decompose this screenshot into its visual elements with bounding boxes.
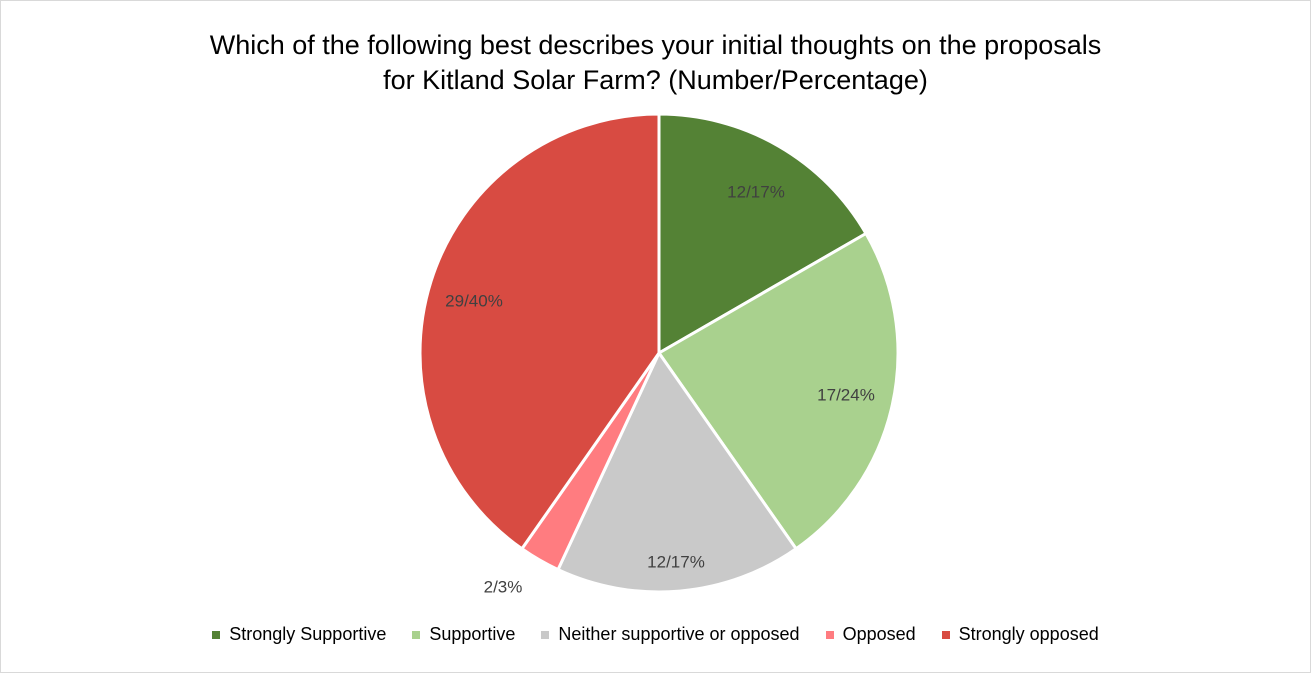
pie-slice-strongly-supportive — [657, 112, 868, 355]
legend-swatch — [825, 630, 834, 639]
pie-slice-supportive — [657, 232, 900, 551]
chart-title-line-2: for Kitland Solar Farm? (Number/Percenta… — [383, 65, 928, 95]
chart-legend: Strongly Supportive Supportive Neither sup… — [0, 624, 1311, 645]
legend-label: Strongly opposed — [958, 624, 1099, 644]
legend-swatch — [541, 630, 550, 639]
legend-label: Opposed — [842, 624, 916, 644]
legend-swatch — [212, 630, 221, 639]
legend-swatch — [941, 630, 950, 639]
pie-slice-strongly-opposed — [418, 112, 661, 551]
legend-swatch — [412, 630, 421, 639]
legend-label: Neither supportive or opposed — [558, 624, 800, 644]
data-label-neither-supportive-or-opposed: 12/17% — [647, 552, 705, 571]
legend-label: Strongly Supportive — [229, 624, 387, 644]
legend-label: Supportive — [429, 624, 516, 644]
legend-item-neither-supportive-or-opposed: Neither supportive or opposed — [541, 624, 800, 645]
data-label-strongly-supportive: 12/17% — [727, 182, 785, 201]
legend-item-strongly-opposed: Strongly opposed — [941, 624, 1099, 645]
legend-item-opposed: Opposed — [825, 624, 916, 645]
chart-title-line-1: Which of the following best describes yo… — [209, 30, 1102, 60]
legend-item-strongly-supportive: Strongly Supportive — [212, 624, 386, 645]
pie-slice-neither-supportive-or-opposed — [556, 351, 798, 594]
data-label-strongly-opposed: 29/40% — [445, 291, 503, 310]
chart-title: Which of the following best describes yo… — [0, 28, 1311, 98]
legend-item-supportive: Supportive — [412, 624, 515, 645]
data-label-opposed: 2/3% — [484, 577, 523, 596]
data-label-supportive: 17/24% — [817, 385, 875, 404]
